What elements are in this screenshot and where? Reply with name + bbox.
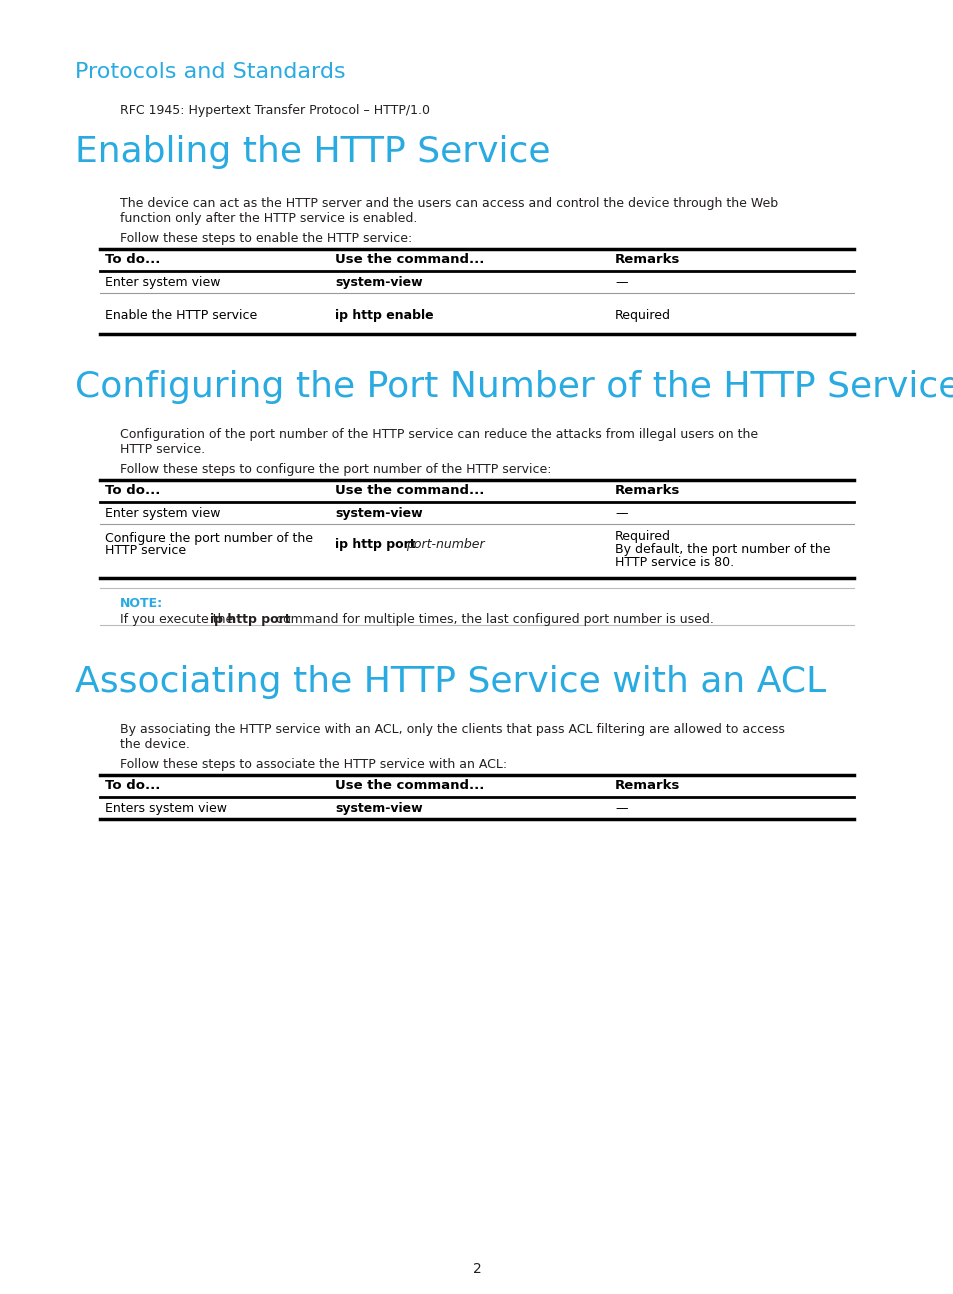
Text: ip http port: ip http port <box>210 613 291 626</box>
Text: Follow these steps to configure the port number of the HTTP service:: Follow these steps to configure the port… <box>120 463 551 476</box>
Text: Use the command...: Use the command... <box>335 779 484 792</box>
Text: To do...: To do... <box>105 254 160 267</box>
Text: By associating the HTTP service with an ACL, only the clients that pass ACL filt: By associating the HTTP service with an … <box>120 723 784 736</box>
Text: —: — <box>615 276 627 289</box>
Text: function only after the HTTP service is enabled.: function only after the HTTP service is … <box>120 212 417 225</box>
Text: NOTE:: NOTE: <box>120 597 163 609</box>
Text: Configure the port number of the: Configure the port number of the <box>105 532 313 545</box>
Text: Protocols and Standards: Protocols and Standards <box>75 62 345 82</box>
Text: command for multiple times, the last configured port number is used.: command for multiple times, the last con… <box>272 613 713 626</box>
Text: Use the command...: Use the command... <box>335 254 484 267</box>
Text: If you execute the: If you execute the <box>120 613 237 626</box>
Text: system-view: system-view <box>335 507 422 520</box>
Text: To do...: To do... <box>105 779 160 792</box>
Text: HTTP service is 80.: HTTP service is 80. <box>615 556 734 569</box>
Text: Use the command...: Use the command... <box>335 484 484 497</box>
Text: Configuring the Port Number of the HTTP Service: Configuring the Port Number of the HTTP … <box>75 370 953 404</box>
Text: Remarks: Remarks <box>615 779 679 792</box>
Text: ip http enable: ip http enable <box>335 309 434 322</box>
Text: 2: 2 <box>472 1262 481 1276</box>
Text: Enter system view: Enter system view <box>105 276 220 289</box>
Text: the device.: the device. <box>120 738 190 751</box>
Text: The device can act as the HTTP server and the users can access and control the d: The device can act as the HTTP server an… <box>120 197 778 210</box>
Text: Enable the HTTP service: Enable the HTTP service <box>105 309 257 322</box>
Text: Required: Required <box>615 309 670 322</box>
Text: —: — <box>615 802 627 815</box>
Text: Enabling the HTTP Service: Enabling the HTTP Service <box>75 135 550 170</box>
Text: RFC 1945: Hypertext Transfer Protocol – HTTP/1.0: RFC 1945: Hypertext Transfer Protocol – … <box>120 104 430 116</box>
Text: By default, the port number of the: By default, the port number of the <box>615 543 830 556</box>
Text: HTTP service.: HTTP service. <box>120 443 205 455</box>
Text: Follow these steps to associate the HTTP service with an ACL:: Follow these steps to associate the HTTP… <box>120 758 507 771</box>
Text: port-number: port-number <box>406 538 484 551</box>
Text: —: — <box>615 507 627 520</box>
Text: Enter system view: Enter system view <box>105 507 220 520</box>
Text: Follow these steps to enable the HTTP service:: Follow these steps to enable the HTTP se… <box>120 232 412 245</box>
Text: ip http port: ip http port <box>335 538 419 551</box>
Text: system-view: system-view <box>335 276 422 289</box>
Text: To do...: To do... <box>105 484 160 497</box>
Text: Enters system view: Enters system view <box>105 802 227 815</box>
Text: Remarks: Remarks <box>615 254 679 267</box>
Text: Configuration of the port number of the HTTP service can reduce the attacks from: Configuration of the port number of the … <box>120 428 758 441</box>
Text: system-view: system-view <box>335 802 422 815</box>
Text: Remarks: Remarks <box>615 484 679 497</box>
Text: HTTP service: HTTP service <box>105 543 186 556</box>
Text: Required: Required <box>615 531 670 543</box>
Text: Associating the HTTP Service with an ACL: Associating the HTTP Service with an ACL <box>75 665 825 699</box>
